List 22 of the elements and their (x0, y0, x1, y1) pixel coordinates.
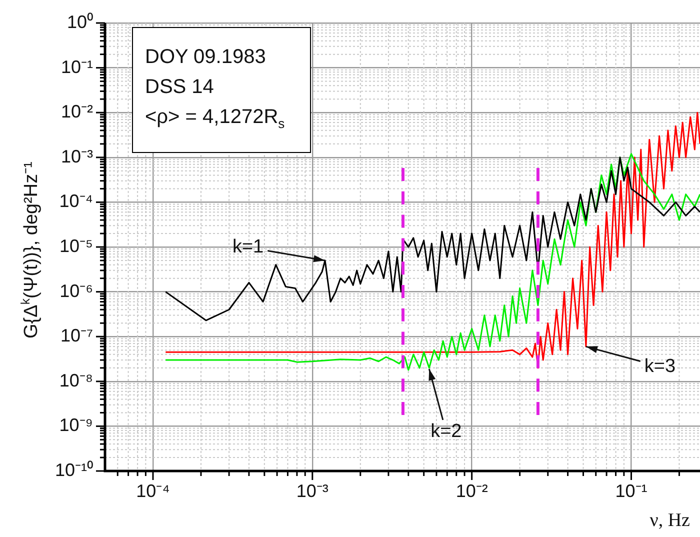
x-tick-label: 10⁻¹ (615, 480, 648, 501)
annotation: DSS 14 (145, 75, 215, 100)
y-tick-label: 10⁻⁷ (60, 326, 93, 346)
y-tick-label: 10⁻² (60, 102, 94, 122)
x-axis-title: ν, Hz (650, 510, 690, 532)
annotation: <ρ> = 4,1272R$_{s}$ (145, 105, 286, 133)
x-tick-label: 10⁻³ (296, 480, 328, 501)
y-tick-label: 10⁻¹ (60, 56, 94, 77)
annotation: k=3 (644, 356, 676, 377)
y-tick-label: 10⁻⁴ (59, 191, 93, 212)
y-tick-label: 10⁻¹⁰ (54, 460, 93, 480)
y-tick-label: 10⁻⁸ (59, 370, 93, 390)
annotation: k=1 (232, 236, 264, 258)
y-tick-label: 10⁻³ (60, 146, 94, 166)
x-tick-label: 10⁻⁴ (136, 480, 170, 501)
y-tick-label: 10⁻⁹ (59, 415, 93, 436)
y-tick-label: 10⁻⁵ (60, 236, 93, 256)
x-tick-label: 10⁻² (456, 480, 488, 501)
annotation: k=2 (430, 421, 462, 442)
y-tick-label: 10⁰ (66, 12, 93, 32)
y-tick-label: 10⁻⁶ (60, 280, 93, 301)
annotation: DOY 09.1983 (145, 45, 267, 70)
